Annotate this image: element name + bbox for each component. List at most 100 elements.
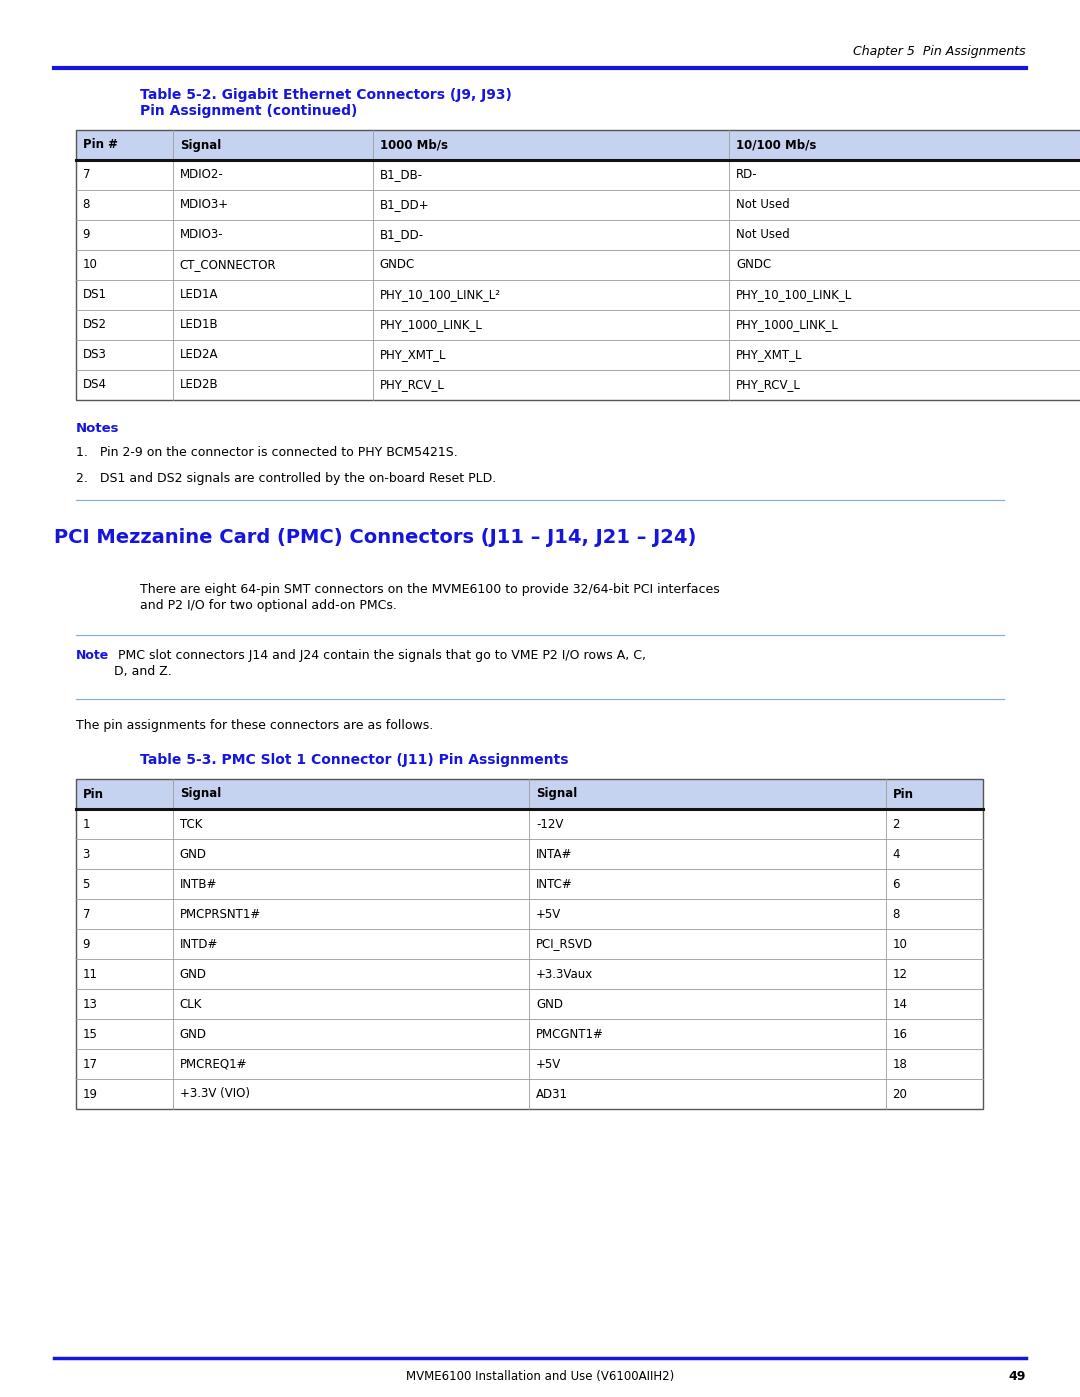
Text: 20: 20 (892, 1087, 907, 1101)
Text: LED1A: LED1A (179, 289, 218, 302)
Text: +3.3Vaux: +3.3Vaux (536, 968, 593, 981)
Bar (76, 780, 983, 809)
Text: 10: 10 (892, 937, 907, 950)
Text: CLK: CLK (179, 997, 202, 1010)
Text: +5V: +5V (536, 1058, 562, 1070)
Text: 10/100 Mb/s: 10/100 Mb/s (735, 138, 816, 151)
Text: DS2: DS2 (82, 319, 107, 331)
Text: Pin: Pin (82, 788, 104, 800)
Text: PHY_XMT_L: PHY_XMT_L (735, 348, 802, 362)
Text: +5V: +5V (536, 908, 562, 921)
Text: Table 5-3. PMC Slot 1 Connector (J11) Pin Assignments: Table 5-3. PMC Slot 1 Connector (J11) Pi… (140, 753, 569, 767)
Text: 11: 11 (82, 968, 97, 981)
Text: 8: 8 (82, 198, 90, 211)
Text: PHY_1000_LINK_L: PHY_1000_LINK_L (735, 319, 839, 331)
Text: INTA#: INTA# (536, 848, 572, 861)
Text: Notes: Notes (76, 422, 119, 434)
Text: DS4: DS4 (82, 379, 107, 391)
Text: INTC#: INTC# (536, 877, 573, 890)
Text: GND: GND (179, 848, 206, 861)
Text: 10: 10 (82, 258, 97, 271)
Text: -12V: -12V (536, 817, 564, 830)
Text: 15: 15 (82, 1028, 97, 1041)
Text: 13: 13 (82, 997, 97, 1010)
Bar (76, 780, 983, 1109)
Text: GND: GND (179, 1028, 206, 1041)
Text: LED2B: LED2B (179, 379, 218, 391)
Text: MDIO2-: MDIO2- (179, 169, 224, 182)
Text: MDIO3-: MDIO3- (179, 229, 224, 242)
Text: Not Used: Not Used (735, 198, 789, 211)
Text: Pin: Pin (892, 788, 914, 800)
Text: 19: 19 (82, 1087, 97, 1101)
Text: PMC slot connectors J14 and J24 contain the signals that go to VME P2 I/O rows A: PMC slot connectors J14 and J24 contain … (113, 650, 646, 662)
Text: GND: GND (179, 968, 206, 981)
Text: PMCPRSNT1#: PMCPRSNT1# (179, 908, 261, 921)
Text: CT_CONNECTOR: CT_CONNECTOR (179, 258, 276, 271)
Text: Chapter 5  Pin Assignments: Chapter 5 Pin Assignments (853, 46, 1026, 59)
Text: PHY_XMT_L: PHY_XMT_L (379, 348, 446, 362)
Text: PHY_RCV_L: PHY_RCV_L (379, 379, 445, 391)
Text: DS1: DS1 (82, 289, 107, 302)
Text: GNDC: GNDC (735, 258, 771, 271)
Text: RD-: RD- (735, 169, 758, 182)
Text: PHY_10_100_LINK_L²: PHY_10_100_LINK_L² (379, 289, 501, 302)
Text: GNDC: GNDC (379, 258, 415, 271)
Text: B1_DD-: B1_DD- (379, 229, 423, 242)
Text: Table 5-2. Gigabit Ethernet Connectors (J9, J93): Table 5-2. Gigabit Ethernet Connectors (… (140, 88, 512, 102)
Text: 7: 7 (82, 908, 90, 921)
Text: 8: 8 (892, 908, 900, 921)
Text: B1_DD+: B1_DD+ (379, 198, 429, 211)
Text: Signal: Signal (179, 138, 221, 151)
Text: INTB#: INTB# (179, 877, 217, 890)
Text: B1_DB-: B1_DB- (379, 169, 422, 182)
Text: 2: 2 (892, 817, 900, 830)
Text: 14: 14 (892, 997, 907, 1010)
Text: 12: 12 (892, 968, 907, 981)
Text: 1000 Mb/s: 1000 Mb/s (379, 138, 447, 151)
Text: AD31: AD31 (536, 1087, 568, 1101)
Text: Note: Note (76, 650, 109, 662)
Text: 17: 17 (82, 1058, 97, 1070)
Text: PCI Mezzanine Card (PMC) Connectors (J11 – J14, J21 – J24): PCI Mezzanine Card (PMC) Connectors (J11… (54, 528, 697, 548)
Text: Pin #: Pin # (82, 138, 118, 151)
Bar (76, 130, 1080, 400)
Text: 7: 7 (82, 169, 90, 182)
Text: PHY_10_100_LINK_L: PHY_10_100_LINK_L (735, 289, 852, 302)
Text: The pin assignments for these connectors are as follows.: The pin assignments for these connectors… (76, 719, 433, 732)
Text: PCI_RSVD: PCI_RSVD (536, 937, 593, 950)
Text: 1.   Pin 2-9 on the connector is connected to PHY BCM5421S.: 1. Pin 2-9 on the connector is connected… (76, 446, 457, 460)
Bar (76, 130, 1080, 161)
Text: 1: 1 (82, 817, 90, 830)
Text: PMCREQ1#: PMCREQ1# (179, 1058, 247, 1070)
Text: 16: 16 (892, 1028, 907, 1041)
Text: 18: 18 (892, 1058, 907, 1070)
Text: 2.   DS1 and DS2 signals are controlled by the on-board Reset PLD.: 2. DS1 and DS2 signals are controlled by… (76, 472, 496, 485)
Text: PMCGNT1#: PMCGNT1# (536, 1028, 604, 1041)
Text: 9: 9 (82, 229, 90, 242)
Text: 3: 3 (82, 848, 90, 861)
Text: D, and Z.: D, and Z. (113, 665, 172, 678)
Text: There are eight 64-pin SMT connectors on the MVME6100 to provide 32/64-bit PCI i: There are eight 64-pin SMT connectors on… (140, 583, 720, 597)
Text: TCK: TCK (179, 817, 202, 830)
Text: 49: 49 (1009, 1370, 1026, 1383)
Text: PHY_1000_LINK_L: PHY_1000_LINK_L (379, 319, 483, 331)
Text: 6: 6 (892, 877, 900, 890)
Text: 5: 5 (82, 877, 90, 890)
Text: 9: 9 (82, 937, 90, 950)
Text: +3.3V (VIO): +3.3V (VIO) (179, 1087, 249, 1101)
Text: LED1B: LED1B (179, 319, 218, 331)
Text: PHY_RCV_L: PHY_RCV_L (735, 379, 801, 391)
Text: Signal: Signal (536, 788, 578, 800)
Text: Not Used: Not Used (735, 229, 789, 242)
Text: GND: GND (536, 997, 563, 1010)
Text: MDIO3+: MDIO3+ (179, 198, 229, 211)
Text: 4: 4 (892, 848, 900, 861)
Text: LED2A: LED2A (179, 348, 218, 362)
Text: DS3: DS3 (82, 348, 107, 362)
Text: Signal: Signal (179, 788, 221, 800)
Text: and P2 I/O for two optional add-on PMCs.: and P2 I/O for two optional add-on PMCs. (140, 599, 397, 612)
Text: Pin Assignment (continued): Pin Assignment (continued) (140, 103, 357, 117)
Text: INTD#: INTD# (179, 937, 218, 950)
Text: MVME6100 Installation and Use (V6100AIIH2): MVME6100 Installation and Use (V6100AIIH… (406, 1370, 674, 1383)
